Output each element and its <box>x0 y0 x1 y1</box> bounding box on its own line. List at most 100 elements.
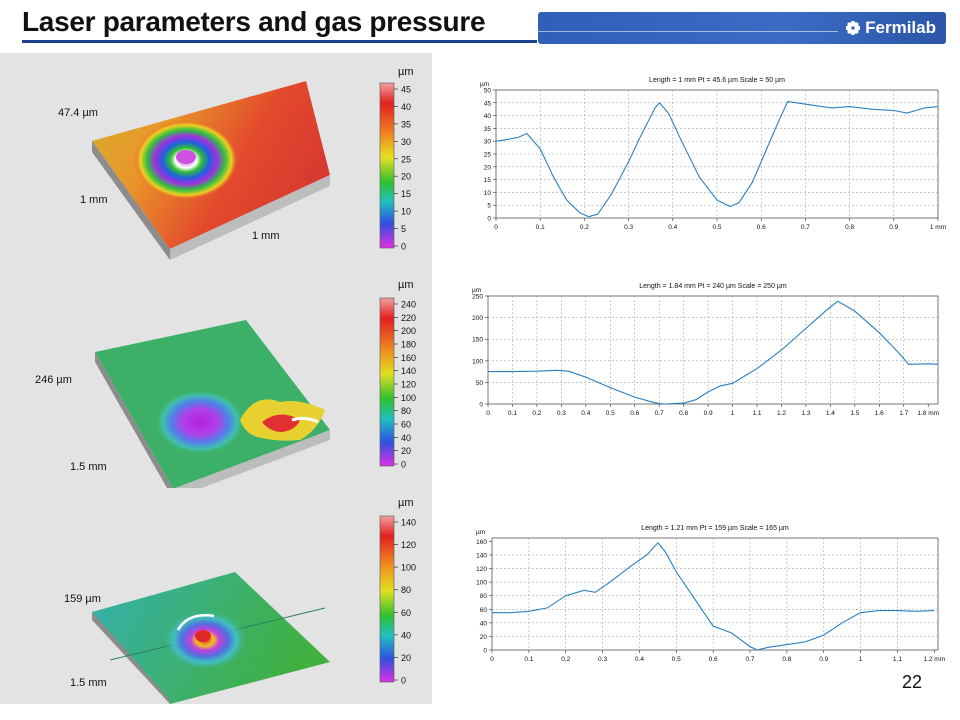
surface-side-left <box>95 352 173 488</box>
crater-rim-highlight <box>176 614 215 631</box>
chart-title: Length = 1.84 mm Pt = 240 µm Scale = 250… <box>639 283 787 290</box>
x-tick-label: 0.9 <box>889 224 898 231</box>
colorbar-tick-label: 100 <box>401 393 416 403</box>
y-axis-unit: µm <box>480 81 489 88</box>
ejecta-peak <box>262 414 300 432</box>
colorbar-tick-label: 60 <box>401 608 411 618</box>
x-tick-label: 1 <box>731 410 735 417</box>
plot-area <box>487 295 939 405</box>
colorbar-tick-label: 5 <box>401 224 406 234</box>
colorbar-tick-label: 80 <box>401 585 411 595</box>
colorbar-tick-label: 15 <box>401 189 411 199</box>
colorbar-tick-label: 20 <box>401 653 411 663</box>
crater-center <box>176 150 196 164</box>
x-tick-label: 0.9 <box>704 410 713 417</box>
y-tick-label: 5 <box>487 203 491 210</box>
colorbar-tick-label: 100 <box>401 563 416 573</box>
x-tick-label: 1.2 <box>777 410 786 417</box>
y-tick-label: 0 <box>483 648 487 655</box>
colorbar-tick-label: 0 <box>401 676 406 686</box>
x-tick-label: 0 <box>490 656 494 663</box>
x-dimension-label: 1.5 mm <box>70 461 107 473</box>
colorbar-tick-label: 0 <box>401 242 406 252</box>
x-tick-label: 0.3 <box>557 410 566 417</box>
y-tick-label: 10 <box>484 190 492 197</box>
colorbar-unit: µm <box>398 66 414 78</box>
header-banner: Fermilab <box>538 12 946 44</box>
surface-side-right <box>175 430 330 488</box>
x-tick-label: 1.1 <box>893 656 902 663</box>
colorbar-tick-label: 180 <box>401 340 416 350</box>
y-tick-label: 15 <box>484 177 492 184</box>
colorbar-tick-label: 140 <box>401 366 416 376</box>
x-tick-label: 0.4 <box>581 410 590 417</box>
profile-chart-3: Length = 1.21 mm Pt = 159 µm Scale = 165… <box>466 520 952 672</box>
x-tick-label: 0.7 <box>745 656 754 663</box>
y-axis-unit: µm <box>472 287 481 294</box>
colorbar-tick-label: 240 <box>401 300 416 310</box>
colorbar-1 <box>379 82 395 249</box>
y-tick-label: 50 <box>484 88 492 95</box>
y-tick-label: 250 <box>472 294 483 301</box>
colorbar-tick-label: 30 <box>401 137 411 147</box>
x-tick-label: 0.6 <box>757 224 766 231</box>
surface-side-right <box>170 175 330 260</box>
x-tick-label: 0.5 <box>606 410 615 417</box>
x-tick-label: 0.1 <box>508 410 517 417</box>
chart-svg: Length = 1.84 mm Pt = 240 µm Scale = 250… <box>472 283 939 417</box>
surface-plot-2: 246 µm1.5 mm1.5 mmµm24022020018016014012… <box>35 279 416 488</box>
profile-line <box>488 300 939 405</box>
x-tick-label: 1.2 mm <box>923 656 945 663</box>
y-tick-label: 0 <box>479 402 483 409</box>
colorbar-tick-label: 20 <box>401 172 411 182</box>
colorbar-unit: µm <box>398 279 414 291</box>
x-dimension-label: 1.5 mm <box>70 677 107 689</box>
x-tick-label: 0.5 <box>712 224 721 231</box>
banner-rule <box>538 31 838 32</box>
profile-line <box>495 100 939 218</box>
colorbar-tick-label: 200 <box>401 326 416 336</box>
colorbar-tick-label: 40 <box>401 433 411 443</box>
x-tick-label: 0.6 <box>709 656 718 663</box>
x-tick-label: 0.2 <box>561 656 570 663</box>
x-tick-label: 0.1 <box>524 656 533 663</box>
colorbar-tick-label: 10 <box>401 207 411 217</box>
x-tick-label: 0.8 <box>845 224 854 231</box>
x-tick-label: 0.4 <box>668 224 677 231</box>
x-tick-label: 1.3 <box>801 410 810 417</box>
height-label: 246 µm <box>35 374 72 386</box>
chart-title: Length = 1.21 mm Pt = 159 µm Scale = 165… <box>641 525 789 532</box>
x-tick-label: 1.4 <box>826 410 835 417</box>
colorbar-tick-label: 20 <box>401 446 411 456</box>
x-tick-label: 1.6 <box>875 410 884 417</box>
x-tick-label: 0 <box>486 410 490 417</box>
crater-peak <box>195 630 211 642</box>
colorbar-tick-label: 120 <box>401 540 416 550</box>
x-tick-label: 0.8 <box>679 410 688 417</box>
x-tick-label: 0.4 <box>635 656 644 663</box>
surface-plot-1: 47.4 µm 1 mm 1 mm µm 45 40 35 30 25 20 15 10 5 0 <box>58 66 414 260</box>
y-tick-label: 160 <box>476 539 487 546</box>
colorbar-tick-label: 25 <box>401 154 411 164</box>
x-tick-label: 1.8 mm <box>917 410 939 417</box>
y-tick-label: 150 <box>472 337 483 344</box>
y-dimension-label: 1 mm <box>252 230 280 242</box>
fermilab-logo-icon <box>846 21 861 35</box>
y-tick-label: 60 <box>480 607 488 614</box>
x-tick-label: 0.7 <box>801 224 810 231</box>
y-tick-label: 40 <box>484 113 492 120</box>
title-underline <box>22 40 537 43</box>
x-tick-label: 0.3 <box>624 224 633 231</box>
colorbar-tick-label: 140 <box>401 518 416 528</box>
surface-panel-1: 47.4 µm 1 mm 1 mm µm 45 40 35 30 25 20 15 10 5 0 <box>0 53 432 268</box>
y-tick-label: 200 <box>472 315 483 322</box>
colorbar-3 <box>379 515 395 683</box>
profile-line <box>492 541 935 651</box>
y-tick-label: 45 <box>484 100 492 107</box>
surface-side-left <box>92 612 170 704</box>
x-tick-label: 0.6 <box>630 410 639 417</box>
surface-panels: 47.4 µm 1 mm 1 mm µm 45 40 35 30 25 20 15 10 5 0 246 … <box>0 53 432 704</box>
colorbar-tick-label: 220 <box>401 313 416 323</box>
colorbar-tick-label: 0 <box>401 460 406 470</box>
